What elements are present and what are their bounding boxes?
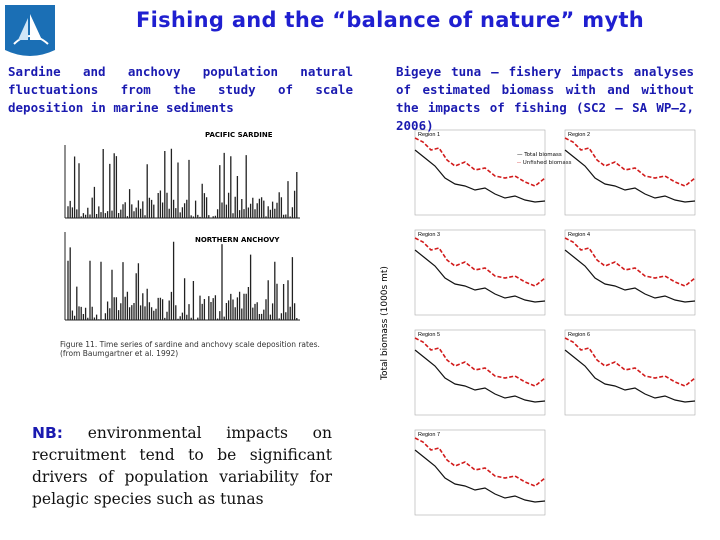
region-label: Region 1 [418, 132, 440, 138]
nb-note: NB: environmental impacts on recruitment… [32, 422, 332, 510]
biomass-curve [414, 449, 546, 503]
unfished-curve [564, 137, 696, 187]
legend-entry: -- Unfished biomass [517, 160, 572, 166]
nb-text: environmental impacts on recruitment ten… [32, 424, 332, 508]
sardine-anchovy-figure [64, 145, 300, 321]
y-axis-label: Total biomass (1000s mt) [380, 266, 390, 380]
legend-entry: — Total biomass [517, 152, 562, 158]
biomass-curve [414, 349, 546, 403]
unfished-curve [414, 337, 546, 387]
region-label: Region 7 [418, 432, 440, 438]
unfished-curve [564, 337, 696, 387]
panel-frame [414, 129, 546, 216]
region-label: Region 3 [418, 232, 440, 238]
unfished-curve [414, 437, 546, 487]
panel-frame [414, 429, 546, 516]
region-label: Region 6 [568, 332, 590, 338]
nb-label: NB: [32, 424, 63, 442]
biomass-curve [564, 349, 696, 403]
figure-caption: Figure 11. Time series of sardine and an… [60, 340, 320, 358]
biomass-curve [564, 149, 696, 203]
panel-frame [414, 229, 546, 316]
unfished-curve [414, 237, 546, 287]
region-label: Region 5 [418, 332, 440, 338]
panel-frame [564, 229, 696, 316]
legend: — Total biomass -- Unfished biomass [517, 151, 572, 167]
region-label: Region 2 [568, 132, 590, 138]
right-description: Bigeye tuna – fishery impacts analyses o… [396, 64, 694, 133]
decor-bars [67, 241, 298, 320]
biomass-panels: Region 1 Region 2 Region 3 Region 4 Region 5… [414, 129, 696, 516]
panel-frame [564, 329, 696, 416]
biomass-curve [414, 249, 546, 303]
unfished-curve [564, 237, 696, 287]
panel-frame [414, 329, 546, 416]
panel-label: PACIFIC SARDINE [205, 131, 273, 139]
left-description: Sardine and anchovy population natural f… [8, 64, 353, 115]
panel-label: NORTHERN ANCHOVY [195, 236, 280, 244]
panel-frame [564, 129, 696, 216]
logo [5, 5, 55, 56]
biomass-curve [564, 249, 696, 303]
slide-title: Fishing and the “balance of nature” myth [135, 8, 645, 32]
decor-bars [67, 148, 298, 218]
region-label: Region 4 [568, 232, 590, 238]
